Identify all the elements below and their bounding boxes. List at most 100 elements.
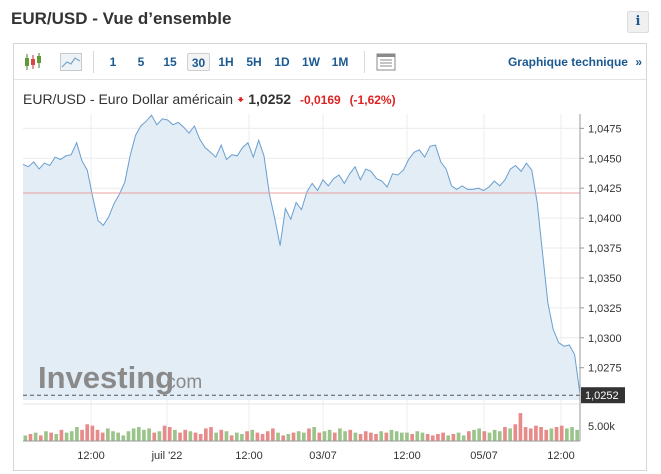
volume-bar <box>436 434 440 441</box>
toolbar-separator <box>93 51 94 73</box>
volume-bar <box>327 429 332 441</box>
area-chart-icon[interactable] <box>60 53 82 71</box>
x-tick-label: 05/07 <box>470 450 498 462</box>
last-price-tag-bg <box>581 387 625 404</box>
volume-bar <box>523 427 528 441</box>
volume-bar <box>167 427 172 441</box>
y-tick-label: 1,0475 <box>588 123 622 135</box>
volume-bar <box>307 428 311 441</box>
volume-bar <box>549 428 554 441</box>
volume-bar <box>131 428 136 441</box>
volume-bar <box>44 431 48 441</box>
interval-1d[interactable]: 1D <box>274 55 290 69</box>
info-icon[interactable]: i <box>627 11 649 33</box>
volume-bar <box>513 424 518 441</box>
volume-bar <box>250 429 255 441</box>
volume-bar <box>59 429 64 441</box>
interval-30[interactable]: 30 <box>187 53 210 71</box>
volume-bar <box>508 428 512 441</box>
y-tick-label: 1,0375 <box>588 243 622 255</box>
price-line <box>22 114 581 395</box>
table-view-icon[interactable] <box>376 53 396 71</box>
volume-bar <box>240 434 244 441</box>
y-tick-label: 1,0275 <box>588 363 622 375</box>
last-price-tag: 1,0252 <box>581 387 625 404</box>
interval-5h[interactable]: 5H <box>246 55 262 69</box>
technical-chart-link[interactable]: Graphique technique » <box>508 55 642 69</box>
interval-1h[interactable]: 1H <box>218 55 234 69</box>
volume-bar <box>265 431 270 441</box>
interval-1m[interactable]: 1M <box>331 55 349 69</box>
volume-bar <box>389 429 394 441</box>
price-chart[interactable]: Investing .com 1,04751,04501,04251,04001… <box>14 110 646 470</box>
toolbar-separator <box>364 51 365 73</box>
volume-bar <box>214 432 218 441</box>
volume-bar <box>348 429 353 441</box>
volume-bar <box>492 429 497 441</box>
volume-bar <box>147 428 151 441</box>
watermark-suffix: .com <box>161 372 202 393</box>
volume-bar <box>106 428 110 441</box>
volume-bar <box>276 432 280 441</box>
volume-bar <box>456 432 461 441</box>
volume-bar <box>528 428 533 441</box>
volume-bar <box>482 431 487 441</box>
volume-bar <box>322 431 327 441</box>
volume-bar <box>394 431 399 441</box>
volume-bar <box>90 425 95 441</box>
y-tick-label: 1,0425 <box>588 183 622 195</box>
volume-bar <box>410 434 414 441</box>
volume-bar <box>544 429 549 441</box>
volume-bar <box>399 432 404 441</box>
volume-bar <box>136 427 141 441</box>
interval-1[interactable]: 1 <box>109 55 117 69</box>
interval-5[interactable]: 5 <box>137 55 145 69</box>
interval-15[interactable]: 15 <box>163 55 177 69</box>
volume-bar <box>245 431 249 441</box>
volume-bar <box>302 432 306 441</box>
volume-bar <box>446 435 451 441</box>
volume-bar <box>374 434 378 441</box>
volume-bar <box>534 425 538 441</box>
volume-bar <box>157 431 162 441</box>
volume-bar <box>353 432 358 441</box>
volume-bar <box>49 432 53 441</box>
double-chevron-right-icon: » <box>635 55 642 69</box>
interval-1w[interactable]: 1W <box>302 55 320 69</box>
volume-bar <box>570 427 574 441</box>
volume-bar <box>260 434 265 441</box>
volume-bar <box>338 428 342 441</box>
page-title: EUR/USD - Vue d’ensemble <box>11 9 232 28</box>
volume-bar <box>565 428 569 441</box>
y-tick-label: 1,0325 <box>588 303 622 315</box>
technical-chart-label: Graphique technique <box>507 55 628 69</box>
watermark-brand: Investing <box>38 360 174 395</box>
y-axis: 1,0475 1,0450 1,0425 1,0400 1,0375 1,0350 1,03… <box>579 114 622 441</box>
quote-header: EUR/USD - Euro Dollar américain 🠻 1,0252… <box>23 91 396 112</box>
volume-bar <box>33 432 38 441</box>
volume-bar <box>503 427 507 441</box>
volume-bar <box>554 427 559 441</box>
volume-bar <box>271 428 275 441</box>
volume-bar <box>559 425 564 441</box>
x-axis: 12:00 juil '22 12:00 03/07 12:00 05/07 12:00 <box>23 440 580 462</box>
candlestick-chart-icon[interactable] <box>22 52 44 72</box>
volume-scale-label: 5.00k <box>588 421 615 433</box>
volume-bar <box>281 435 286 441</box>
volume-bar <box>317 432 322 441</box>
volume-bar <box>183 429 188 441</box>
volume-bar <box>291 432 296 441</box>
volume-bar <box>430 435 435 441</box>
volume-bar <box>23 435 28 441</box>
volume-bar <box>173 429 177 441</box>
x-tick-label: 12:00 <box>235 450 263 462</box>
volume-bar <box>204 428 208 441</box>
volume-bar <box>219 429 224 441</box>
volume-bar <box>75 427 79 441</box>
volume-bar <box>472 429 476 441</box>
volume-bar <box>69 431 74 441</box>
volume-bar <box>111 431 115 441</box>
volume-bar <box>379 431 384 441</box>
volume-bar <box>332 432 337 441</box>
volume-bar <box>255 432 260 441</box>
